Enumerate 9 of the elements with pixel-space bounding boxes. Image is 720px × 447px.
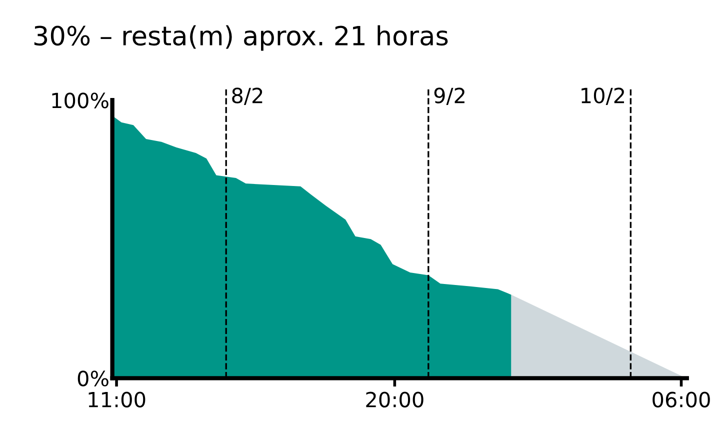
y-tick-label: 0% [78,370,108,386]
ref-line-label: 9/2 [434,88,464,106]
x-tick-label: 11:00 [88,392,146,408]
ref-line-label: 8/2 [232,88,262,106]
x-tick-label: 06:00 [652,392,710,408]
ref-line-label: 10/2 [582,88,624,106]
x-tick-label: 20:00 [366,392,424,408]
chart-title: 30% – resta(m) aprox. 21 horas [34,25,448,51]
y-tick-label: 100% [52,92,108,108]
